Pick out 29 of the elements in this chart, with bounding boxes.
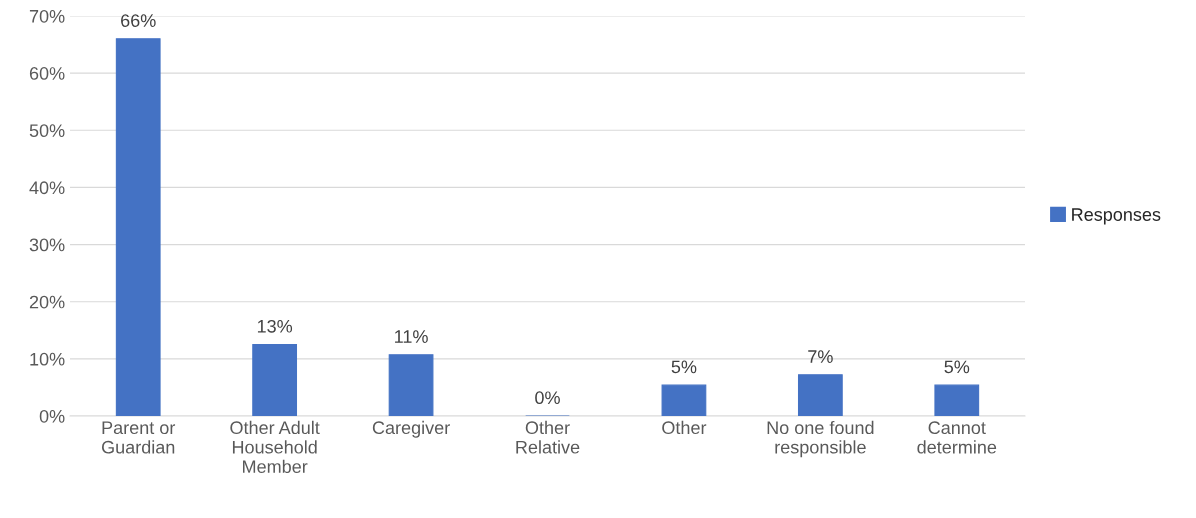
y-tick-label: 50% — [29, 124, 65, 138]
bar — [252, 344, 298, 416]
y-tick-label: 0% — [39, 409, 65, 423]
bar — [115, 38, 161, 416]
bar — [934, 384, 980, 416]
y-tick-label: 20% — [29, 295, 65, 309]
x-tick-label: Parent or Guardian — [101, 421, 176, 454]
y-tick-label: 40% — [29, 181, 65, 195]
y-tick-label: 30% — [29, 238, 65, 252]
data-label: 11% — [395, 330, 428, 343]
x-tick-label: Cannot determine — [917, 421, 997, 454]
legend-label: Responses — [1072, 208, 1161, 225]
x-tick-label: Other Adult Household Member — [230, 420, 320, 474]
x-tick-label: No one found responsible — [767, 420, 874, 458]
x-tick-label: Other Relative — [516, 420, 580, 454]
data-label: 0% — [535, 391, 560, 405]
y-tick-label: 10% — [30, 352, 65, 366]
bar — [661, 384, 707, 416]
data-label: 66% — [121, 14, 156, 27]
y-tick-label: 70% — [29, 9, 65, 23]
y-tick-label: 60% — [29, 67, 65, 80]
data-label: 13% — [257, 319, 293, 333]
x-tick-label: Caregiver — [372, 420, 450, 438]
data-label: 5% — [944, 360, 970, 374]
bar — [797, 374, 843, 416]
bar — [388, 354, 434, 416]
data-label: 5% — [671, 360, 697, 374]
x-tick-label: Other — [662, 420, 707, 435]
data-label: 7% — [808, 350, 833, 363]
